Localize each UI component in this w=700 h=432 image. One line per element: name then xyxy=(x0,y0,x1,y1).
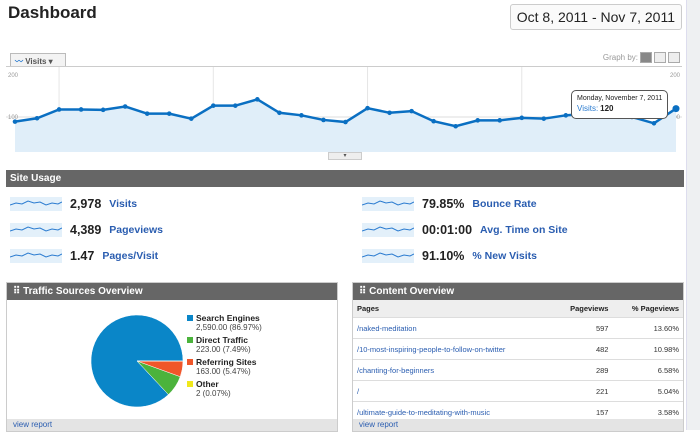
data-point[interactable] xyxy=(211,103,216,108)
percent-cell: 13.60% xyxy=(612,318,683,339)
traffic-pie-chart xyxy=(87,311,187,411)
sparkline-icon xyxy=(362,197,414,211)
y-tick-left: 200 xyxy=(8,73,19,79)
legend-swatch-icon xyxy=(187,381,193,387)
data-point[interactable] xyxy=(365,106,370,111)
page-link[interactable]: /chanting-for-beginners xyxy=(353,360,553,381)
data-point[interactable] xyxy=(299,113,304,118)
data-point[interactable] xyxy=(57,107,62,112)
metric-tab-visits[interactable]: 〰 Visits ▾ xyxy=(10,53,66,66)
data-point[interactable] xyxy=(277,111,282,116)
sparkline-icon xyxy=(362,223,414,237)
content-view-report-link[interactable]: view report xyxy=(353,419,683,431)
data-point[interactable] xyxy=(409,109,414,114)
data-point[interactable] xyxy=(542,116,547,121)
data-point[interactable] xyxy=(233,103,238,108)
metric-link[interactable]: Pages/Visit xyxy=(102,250,158,262)
percent-cell: 10.98% xyxy=(612,339,683,360)
pageviews-cell: 221 xyxy=(553,381,612,402)
sparkline-icon xyxy=(10,249,62,263)
sparkline-icon xyxy=(362,249,414,263)
metric-5: 91.10%% New Visits xyxy=(362,249,537,263)
page-link[interactable]: /10-most-inspiring-people-to-follow-on-t… xyxy=(353,339,553,360)
metric-link[interactable]: Bounce Rate xyxy=(472,198,536,210)
data-point[interactable] xyxy=(79,107,84,112)
data-point[interactable] xyxy=(431,119,436,124)
data-point[interactable] xyxy=(255,97,260,102)
data-point[interactable] xyxy=(167,111,172,116)
legend-swatch-icon xyxy=(187,315,193,321)
data-point[interactable] xyxy=(564,113,569,118)
metric-link[interactable]: % New Visits xyxy=(472,250,537,262)
data-point[interactable] xyxy=(145,111,150,116)
data-point[interactable] xyxy=(101,108,106,113)
percent-cell: 5.04% xyxy=(612,381,683,402)
date-range-picker[interactable]: Oct 8, 2011 - Nov 7, 2011 xyxy=(510,4,682,30)
line-chart-icon: 〰 xyxy=(15,57,23,66)
legend-swatch-icon xyxy=(187,337,193,343)
graph-by-controls: Graph by: xyxy=(603,52,680,63)
traffic-view-report-link[interactable]: view report xyxy=(7,419,337,431)
scrollbar[interactable] xyxy=(686,0,700,430)
metric-link[interactable]: Avg. Time on Site xyxy=(480,224,568,236)
sparkline-icon xyxy=(10,223,62,237)
data-point[interactable] xyxy=(519,116,524,121)
graph-by-week-button[interactable] xyxy=(654,52,666,63)
data-point[interactable] xyxy=(343,120,348,125)
data-point[interactable] xyxy=(35,116,40,121)
table-row: /10-most-inspiring-people-to-follow-on-t… xyxy=(353,339,683,360)
graph-by-day-button[interactable] xyxy=(640,52,652,63)
data-point[interactable] xyxy=(453,124,458,129)
graph-by-month-button[interactable] xyxy=(668,52,680,63)
pageviews-cell: 597 xyxy=(553,318,612,339)
site-usage-header: Site Usage xyxy=(6,170,684,187)
metric-link[interactable]: Visits xyxy=(109,198,137,210)
y-tick-right: 200 xyxy=(670,73,681,79)
collapse-chart-button[interactable]: ▾ xyxy=(328,152,362,160)
sparkline-icon xyxy=(10,197,62,211)
pageviews-cell: 289 xyxy=(553,360,612,381)
data-point[interactable] xyxy=(387,111,392,116)
metric-link[interactable]: Pageviews xyxy=(109,224,163,236)
data-point[interactable] xyxy=(13,119,18,124)
data-point[interactable] xyxy=(652,121,657,126)
page-title: Dashboard xyxy=(8,3,97,23)
data-point[interactable] xyxy=(123,104,128,109)
content-overview-title: ⠿ Content Overview xyxy=(353,283,683,300)
traffic-sources-title: ⠿ Traffic Sources Overview xyxy=(7,283,337,300)
metric-3: 79.85%Bounce Rate xyxy=(362,197,537,211)
data-point[interactable] xyxy=(497,118,502,123)
data-point[interactable] xyxy=(189,116,194,121)
data-point[interactable] xyxy=(321,118,326,123)
pageviews-cell: 482 xyxy=(553,339,612,360)
page-link[interactable]: /naked-meditation xyxy=(353,318,553,339)
page-link[interactable]: / xyxy=(353,381,553,402)
data-point[interactable] xyxy=(475,118,480,123)
legend-swatch-icon xyxy=(187,359,193,365)
percent-cell: 6.58% xyxy=(612,360,683,381)
traffic-sources-panel: ⠿ Traffic Sources Overview Search Engine… xyxy=(6,282,338,432)
data-point[interactable] xyxy=(673,105,680,112)
